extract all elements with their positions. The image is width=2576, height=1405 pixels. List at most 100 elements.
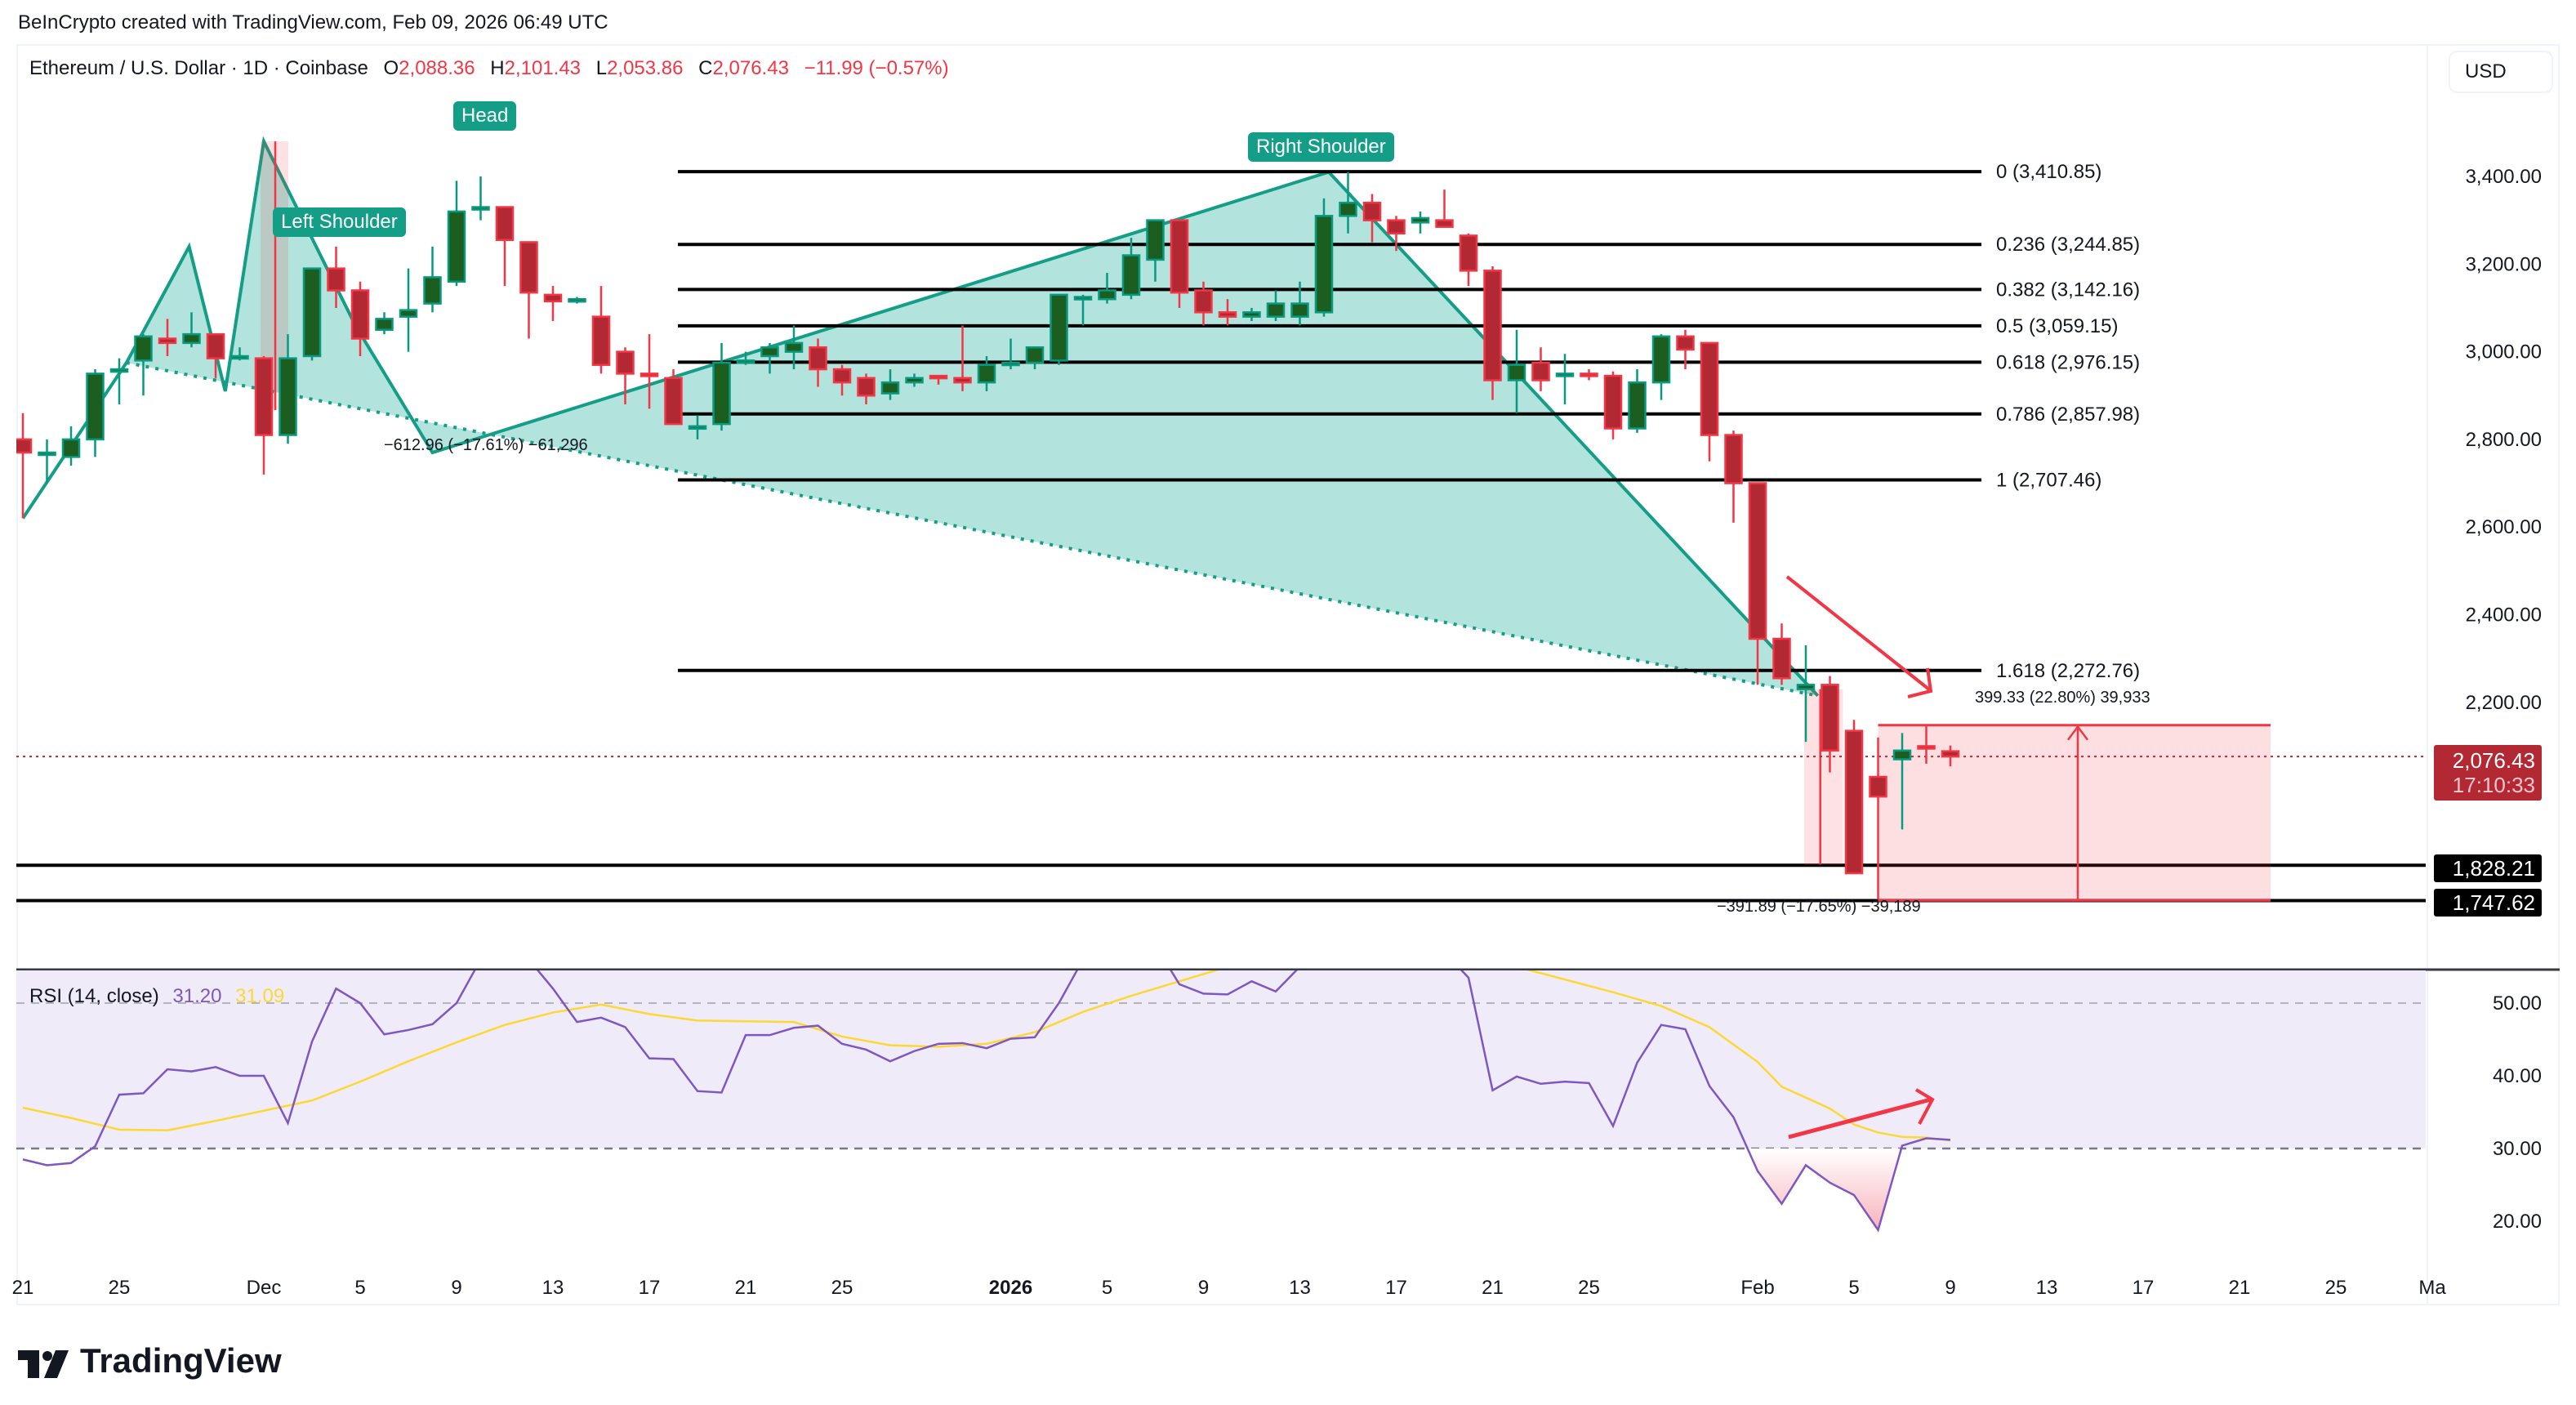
candle-down	[1218, 299, 1237, 326]
time-tick: 13	[542, 1277, 564, 1299]
candle-body	[1290, 302, 1309, 318]
time-tick: 13	[1289, 1277, 1311, 1299]
candle-body	[929, 374, 948, 380]
candle-down	[640, 334, 659, 409]
fib-label: 1 (2,707.46)	[1996, 470, 2101, 492]
symbol-title[interactable]: Ethereum / U.S. Dollar · 1D · Coinbase	[29, 57, 368, 79]
candle-body	[1435, 219, 1454, 228]
candle-body	[1676, 335, 1695, 351]
candle-body	[399, 309, 418, 318]
candle-body	[760, 346, 779, 358]
open-key: O	[383, 57, 399, 79]
candle-down	[929, 374, 948, 385]
fib-label: 0.618 (2,976.15)	[1996, 351, 2140, 373]
candle-body	[1507, 364, 1526, 381]
pattern-outline	[21, 136, 1820, 698]
candle-up	[977, 355, 996, 391]
time-tick: Dec	[247, 1277, 282, 1299]
low-value: 2,053.86	[607, 57, 684, 79]
candle-body	[1483, 270, 1502, 381]
candle-body	[134, 335, 153, 362]
candle-down	[519, 241, 538, 339]
candle-down	[327, 246, 345, 308]
candle-up	[423, 246, 442, 313]
left-shoulder-label: Left Shoulder	[273, 207, 406, 237]
candle-body	[1748, 482, 1767, 640]
rsi-pane	[16, 970, 2426, 1233]
candle-body	[1050, 293, 1068, 362]
candle-body	[640, 372, 659, 377]
candle-up	[1266, 290, 1286, 322]
time-tick: 25	[831, 1277, 853, 1299]
candle-body	[1073, 296, 1093, 301]
candle-body	[1170, 219, 1189, 294]
candle-body	[206, 332, 225, 359]
rsi-tick: 20.00	[2493, 1211, 2542, 1233]
time-tick: 5	[1102, 1277, 1112, 1299]
candle-down	[1917, 724, 1936, 764]
divergence-arrowhead-icon	[1914, 1088, 1935, 1125]
candle-body	[1580, 372, 1598, 377]
candle-body	[182, 332, 201, 345]
rsi-tick: 50.00	[2493, 992, 2542, 1015]
candle-body	[1628, 381, 1647, 430]
candle-down	[1941, 745, 1960, 767]
price-axis: 3,400.00 3,200.00 3,000.00 2,800.00 2,600.00…	[2427, 44, 2542, 1305]
bullish-divergence-arrow	[1788, 1097, 1932, 1140]
time-tick: 5	[354, 1277, 365, 1299]
rsi-tick: 40.00	[2493, 1065, 2542, 1087]
candle-up	[134, 334, 153, 396]
price-tick: 3,200.00	[2466, 253, 2542, 275]
candle-body	[1603, 374, 1623, 430]
candle-body	[616, 350, 635, 375]
candle-down	[1362, 194, 1382, 243]
pattern-fill	[126, 141, 1818, 696]
fib-label: 0.236 (3,244.85)	[1996, 234, 2140, 256]
high-key: H	[490, 57, 505, 79]
time-tick: 17	[2133, 1277, 2155, 1299]
candle-up	[1146, 219, 1165, 282]
rsi-ma-value: 31.09	[235, 985, 285, 1007]
candle-body	[1339, 201, 1357, 217]
candle-body	[809, 346, 827, 371]
price-tick: 2,600.00	[2466, 516, 2542, 538]
candle-up	[1339, 172, 1357, 234]
feb-drop-measure: −391.89 (−17.65%) −39,189	[1717, 898, 1921, 916]
candle-up	[182, 312, 201, 348]
rsi-title[interactable]: RSI (14, close)	[29, 985, 159, 1007]
bearish-arrowhead-icon	[1907, 667, 1933, 698]
candle-body	[1218, 311, 1237, 318]
candle-body	[905, 377, 924, 384]
time-tick: 5	[1848, 1277, 1859, 1299]
candle-body	[423, 276, 442, 305]
time-tick: 17	[639, 1277, 661, 1299]
time-tick: Feb	[1740, 1277, 1774, 1299]
tradingview-logo[interactable]: TradingView	[18, 1341, 282, 1380]
candle-body	[568, 297, 586, 303]
candle-up	[1555, 354, 1575, 404]
candle-body	[1098, 289, 1116, 301]
candle-body	[109, 368, 129, 373]
chart-credit: BeInCrypto created with TradingView.com,…	[18, 11, 608, 33]
rsi-value: 31.20	[172, 985, 222, 1007]
candle-body	[519, 241, 538, 294]
candle-down	[616, 347, 635, 404]
candle-down	[809, 338, 827, 387]
candle-body	[86, 372, 105, 441]
candle-down	[16, 413, 33, 519]
oversold-fill	[1745, 1149, 1901, 1230]
candle-down	[206, 332, 225, 378]
candle-body	[16, 438, 33, 454]
price-tick: 3,000.00	[2466, 341, 2542, 364]
candle-up	[1073, 294, 1093, 326]
rsi-line	[22, 970, 1951, 1233]
candle-up	[399, 268, 418, 352]
currency-button[interactable]: USD	[2449, 51, 2553, 93]
rebound-target-measure: 399.33 (22.80%) 39,933	[1975, 689, 2150, 707]
candle-up	[1025, 346, 1045, 370]
fib-label: 1.618 (2,272.76)	[1996, 660, 2140, 682]
candle-down	[254, 355, 274, 475]
candle-body	[350, 289, 370, 340]
rsi-band-bg	[16, 970, 2426, 1149]
